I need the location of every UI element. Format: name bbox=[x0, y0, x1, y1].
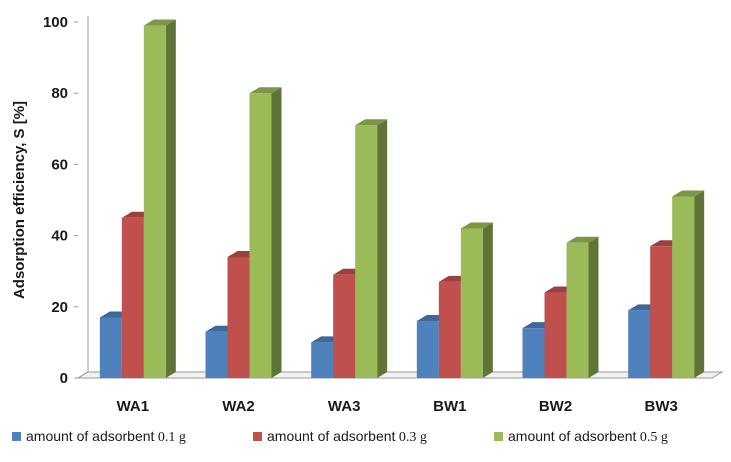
bar-top bbox=[355, 119, 388, 126]
x-tick-label: WA1 bbox=[117, 398, 150, 415]
bar bbox=[566, 236, 599, 378]
x-tick-label: WA3 bbox=[328, 398, 361, 415]
y-tick-label: 60 bbox=[51, 156, 68, 173]
x-tick-label: WA2 bbox=[222, 398, 255, 415]
legend-label: amount of adsorbent 0.5 g bbox=[508, 428, 668, 445]
legend-label: amount of adsorbent 0.1 g bbox=[26, 428, 186, 445]
bar-top bbox=[566, 236, 599, 243]
legend-swatch bbox=[494, 432, 503, 441]
bar-side bbox=[588, 236, 599, 378]
legend: amount of adsorbent 0.1 g amount of adsor… bbox=[12, 428, 668, 445]
bar-front bbox=[672, 196, 695, 378]
bar bbox=[355, 119, 388, 379]
bar-side bbox=[694, 190, 705, 378]
floor-edge bbox=[77, 371, 89, 379]
bar-front bbox=[121, 217, 144, 378]
bar-front bbox=[460, 228, 483, 378]
y-tick-label: 0 bbox=[60, 370, 68, 387]
bar-front bbox=[227, 256, 250, 378]
bar-front bbox=[650, 246, 673, 378]
bar-top bbox=[143, 19, 176, 26]
legend-item: amount of adsorbent 0.1 g bbox=[12, 428, 186, 445]
legend-swatch bbox=[253, 432, 262, 441]
x-tick-label: BW2 bbox=[539, 398, 572, 415]
bars bbox=[99, 19, 705, 379]
bar-side bbox=[271, 87, 282, 378]
labels: 0 20 40 60 80 100 Adsorption efficiency, S [%]… bbox=[11, 14, 678, 415]
y-tick-label: 20 bbox=[51, 299, 68, 316]
y-tick-label: 100 bbox=[43, 14, 68, 31]
bar bbox=[249, 87, 282, 378]
bar-front bbox=[522, 328, 545, 378]
bar-front bbox=[143, 25, 166, 379]
bar bbox=[143, 19, 176, 379]
bar-top bbox=[672, 190, 705, 197]
legend-item: amount of adsorbent 0.3 g bbox=[253, 428, 427, 445]
bar-front bbox=[311, 342, 334, 378]
legend-label: amount of adsorbent 0.3 g bbox=[267, 428, 427, 445]
legend-item: amount of adsorbent 0.5 g bbox=[494, 428, 668, 445]
bar-front bbox=[566, 242, 589, 378]
bar-side bbox=[482, 222, 493, 378]
x-tick-label: BW3 bbox=[644, 398, 677, 415]
bar-side bbox=[165, 19, 176, 379]
bar bbox=[460, 222, 493, 378]
bar bbox=[672, 190, 705, 378]
chart-floor bbox=[76, 371, 724, 379]
y-tick-label: 40 bbox=[51, 228, 68, 245]
bar-front bbox=[438, 281, 461, 378]
bar-front bbox=[249, 93, 272, 378]
bar-front bbox=[416, 321, 439, 378]
legend-swatch bbox=[12, 432, 21, 441]
bar-front bbox=[355, 125, 378, 379]
bar-front bbox=[205, 331, 228, 378]
x-tick-label: BW1 bbox=[433, 398, 466, 415]
bar-top bbox=[249, 87, 282, 94]
y-axis-label: Adsorption efficiency, S [%] bbox=[11, 101, 28, 299]
bar-top bbox=[460, 222, 493, 229]
y-tick-label: 80 bbox=[51, 85, 68, 102]
bar-front bbox=[628, 310, 651, 378]
bar-front bbox=[333, 274, 356, 378]
bar-side bbox=[377, 119, 388, 379]
bar-front bbox=[544, 292, 567, 378]
bar-front bbox=[99, 317, 122, 378]
